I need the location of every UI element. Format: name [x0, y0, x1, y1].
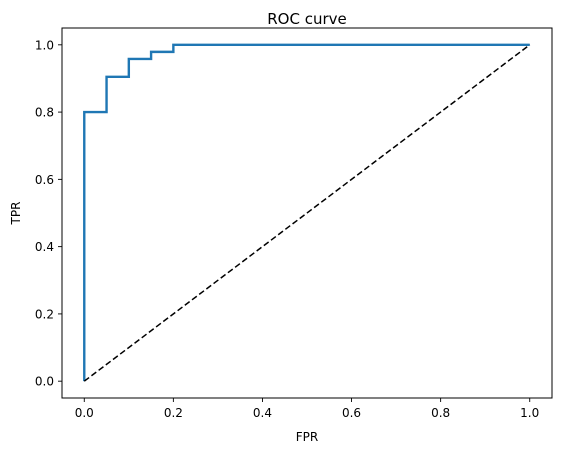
y-tick-label: 0.6 — [35, 173, 54, 187]
roc-curve-line — [83, 43, 530, 382]
chart-title: ROC curve — [267, 10, 347, 28]
y-tick-label: 0.0 — [35, 375, 54, 389]
y-tick-label: 0.8 — [35, 106, 54, 120]
y-axis: 0.0 0.2 0.4 0.6 0.8 1.0 — [35, 38, 62, 389]
x-tick-label: 0.8 — [431, 406, 450, 420]
y-axis-label: TPR — [9, 202, 23, 226]
plot-area — [83, 43, 531, 382]
x-tick-label: 1.0 — [520, 406, 539, 420]
x-tick-label: 0.0 — [75, 406, 94, 420]
x-tick-label: 0.4 — [253, 406, 272, 420]
y-tick-label: 1.0 — [35, 38, 54, 52]
diagonal-reference-line — [83, 44, 531, 382]
axes-frame — [61, 27, 553, 399]
x-tick-label: 0.2 — [164, 406, 183, 420]
y-tick-label: 0.4 — [35, 240, 54, 254]
y-tick-label: 0.2 — [35, 307, 54, 321]
x-axis: 0.0 0.2 0.4 0.6 0.8 1.0 — [75, 398, 539, 420]
x-axis-label: FPR — [296, 430, 318, 444]
x-tick-label: 0.6 — [342, 406, 361, 420]
